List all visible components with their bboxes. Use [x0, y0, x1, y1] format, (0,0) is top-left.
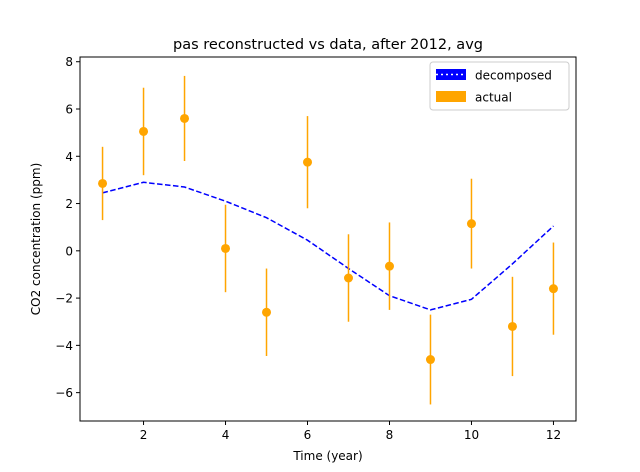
y-tick-label: 2 [65, 197, 73, 211]
x-tick-label: 4 [222, 428, 230, 442]
x-tick-label: 8 [386, 428, 394, 442]
y-axis-label: CO2 concentration (ppm) [29, 163, 43, 315]
data-point [180, 113, 190, 123]
data-point [221, 243, 231, 253]
series-layer [98, 75, 558, 405]
y-tick-label: −4 [55, 339, 73, 353]
legend-label-actual: actual [475, 91, 512, 105]
data-point [548, 284, 558, 294]
data-point [98, 178, 108, 188]
data-point [139, 126, 149, 136]
data-point [466, 219, 476, 229]
x-tick-label: 10 [464, 428, 479, 442]
data-point [425, 355, 435, 365]
data-point [384, 261, 394, 271]
legend-swatch-actual [436, 91, 466, 102]
legend: decomposed actual [429, 61, 570, 111]
y-tick-label: 4 [65, 150, 73, 164]
plot-area [79, 56, 577, 422]
y-tick-label: 6 [65, 103, 73, 117]
data-point [262, 307, 272, 317]
y-tick-label: 8 [65, 55, 73, 69]
plot-background [80, 57, 576, 421]
data-point [343, 273, 353, 283]
y-tick-label: −2 [55, 292, 73, 306]
y-tick-label: 0 [65, 244, 73, 258]
x-tick-label: 2 [140, 428, 148, 442]
decomposed-line [102, 181, 555, 311]
x-axis: 2 4 6 8 10 12 [140, 421, 561, 442]
axes-frame [79, 56, 577, 422]
y-axis: −6 −4 −2 0 2 4 6 8 [55, 55, 80, 400]
x-axis-label: Time (year) [292, 449, 362, 463]
data-point [303, 157, 313, 167]
x-tick-label: 12 [546, 428, 561, 442]
data-point [507, 321, 517, 331]
x-tick-label: 6 [304, 428, 312, 442]
y-tick-label: −6 [55, 386, 73, 400]
legend-label-decomposed: decomposed [475, 69, 552, 83]
chart-title: pas reconstructed vs data, after 2012, a… [173, 37, 483, 53]
